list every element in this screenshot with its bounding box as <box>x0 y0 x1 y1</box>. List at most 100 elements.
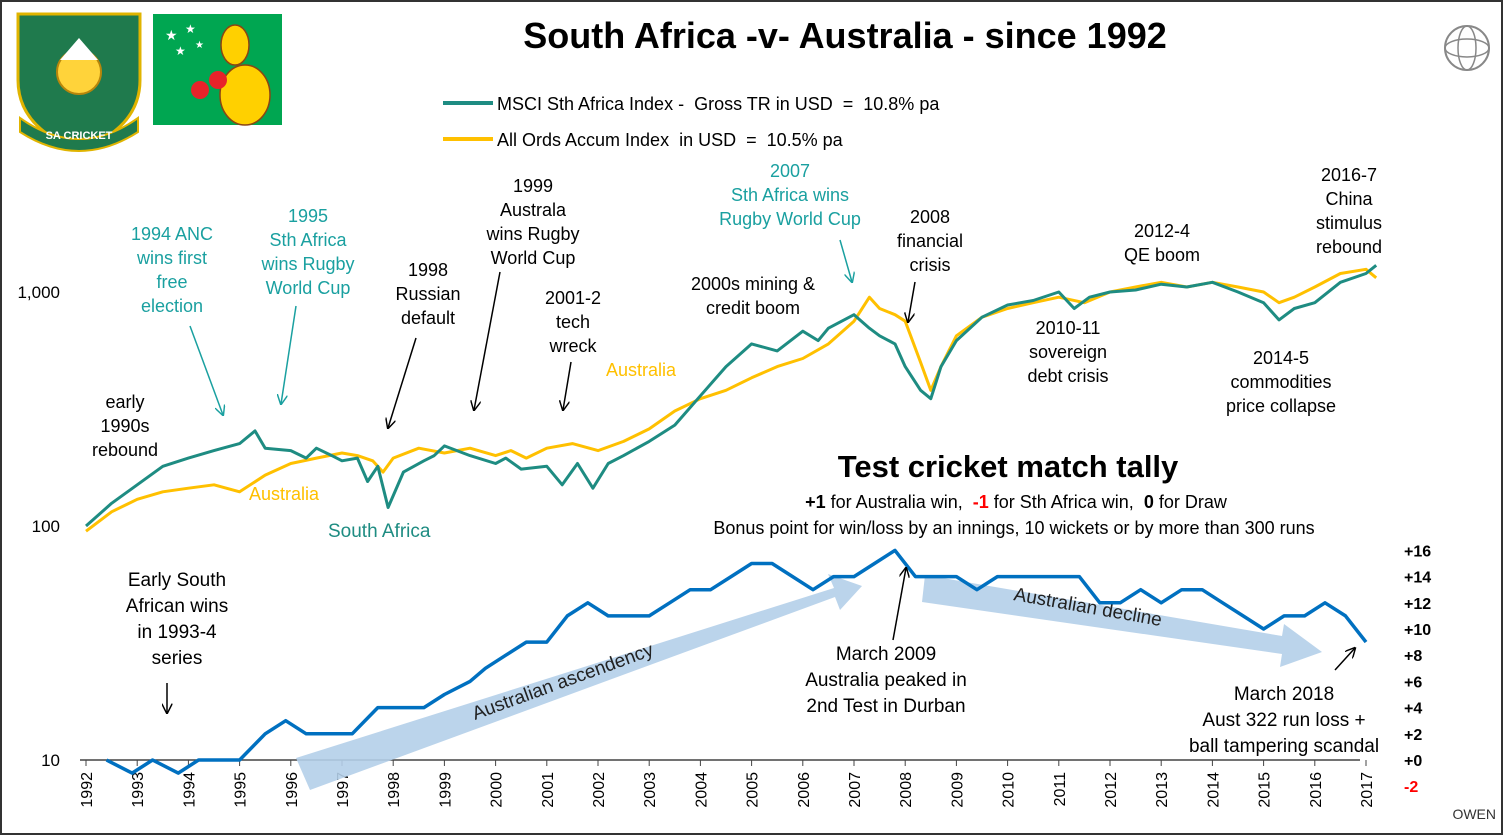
arrow-rugby-1999 <box>474 271 501 410</box>
arrow-rugby-2007 <box>839 239 852 282</box>
arrow-financial-crisis <box>908 281 916 322</box>
svg-text:★: ★ <box>165 27 178 43</box>
annotation-line: 2010-11 <box>1036 318 1101 338</box>
tally-note-line: African wins <box>126 596 228 617</box>
y-tick-label-right: +2 <box>1404 727 1422 744</box>
annotation-line: World Cup <box>491 248 576 268</box>
svg-text:★: ★ <box>175 44 186 58</box>
tally-rule-minus: -1 <box>973 492 989 512</box>
x-tick-label: 2016 <box>1308 772 1325 808</box>
arrow-anc <box>189 325 223 415</box>
y-tick-label-left: 10 <box>41 751 60 770</box>
annotation: 1999 Australa wins Rugby World Cup <box>485 176 579 268</box>
annotation-line: financial <box>897 231 963 251</box>
annotation-line: tech <box>556 312 590 332</box>
tally-note-line: ball tampering scandal <box>1189 736 1379 757</box>
x-tick-label: 1998 <box>386 772 403 808</box>
tally-note-line: Australia peaked in <box>805 670 967 691</box>
arrow-march-2009 <box>892 568 906 641</box>
x-tick-label: 2004 <box>693 772 710 808</box>
svg-text:SA CRICKET: SA CRICKET <box>46 130 113 142</box>
tally-rule-plus: +1 <box>805 492 826 512</box>
annotation: 2014-5 commodities price collapse <box>1226 348 1336 416</box>
x-tick-label: 2012 <box>1103 772 1120 808</box>
annotation-line: Sth Africa wins <box>731 185 849 205</box>
chart-title: South Africa -v- Australia - since 1992 <box>523 15 1167 56</box>
annotation-line: China <box>1325 189 1373 209</box>
legend-label-aus: All Ords Accum Index in USD = 10.5% pa <box>497 130 844 150</box>
annotation: 2007 Sth Africa wins Rugby World Cup <box>719 161 861 229</box>
annotation: 2001-2 tech wreck <box>545 288 601 356</box>
tally-note: Early South African wins in 1993-4 series <box>126 570 228 669</box>
y-axis-left: 10 100 1,000 <box>17 283 60 770</box>
annotation-line: 1990s <box>100 416 149 436</box>
annotation-line: 1995 <box>288 206 328 226</box>
x-axis: 1992 1993 1994 1995 1996 1997 1998 1999 2000 2001… <box>79 760 1376 808</box>
annotation-line: stimulus <box>1316 213 1382 233</box>
tally-rule: +1 for Australia win, -1 for Sth Africa … <box>805 492 1228 512</box>
tally-rule-text-2: for Sth Africa win, <box>989 492 1144 512</box>
y-tick-label-right: +14 <box>1404 570 1431 587</box>
annotation-line: rebound <box>1316 237 1382 257</box>
tally-bonus: Bonus point for win/loss by an innings, … <box>713 518 1314 538</box>
x-tick-label: 2003 <box>642 772 659 808</box>
annotation: early 1990s rebound <box>92 392 158 460</box>
annotation-line: Sth Africa <box>269 230 347 250</box>
tally-note-line: 2nd Test in Durban <box>806 696 965 717</box>
y-axis-right: +16 +14 +12 +10 +8 +6 +4 +2 +0 -2 <box>1404 543 1431 796</box>
tally-note: March 2009 Australia peaked in 2nd Test in… <box>805 644 967 717</box>
y-tick-label-right: +8 <box>1404 648 1422 665</box>
annotation-line: 1999 <box>513 176 553 196</box>
annotation-line: 1998 <box>408 260 448 280</box>
y-tick-label-right: +16 <box>1404 543 1431 560</box>
tally-note-line: March 2018 <box>1234 684 1334 705</box>
annotation-line: 2001-2 <box>545 288 601 308</box>
svg-text:★: ★ <box>195 40 204 51</box>
x-tick-label: 2015 <box>1257 772 1274 808</box>
annotation-arrows <box>167 239 1355 713</box>
x-tick-label: 1993 <box>130 772 147 808</box>
annotation-line: Australa <box>500 200 567 220</box>
annotation-line: price collapse <box>1226 396 1336 416</box>
x-tick-label: 2000 <box>489 772 506 808</box>
annotation: 2008 financial crisis <box>897 207 963 275</box>
y-tick-label-right: +0 <box>1404 753 1422 770</box>
annotation: 2000s mining & credit boom <box>691 274 815 318</box>
y-tick-label-right: +10 <box>1404 622 1431 639</box>
annotation-layer: early 1990s rebound 1994 ANC wins first free e… <box>92 161 1382 757</box>
decline-arrow <box>922 575 1322 667</box>
x-tick-label: 2006 <box>796 772 813 808</box>
label-australia-top: Australia <box>606 360 677 380</box>
sa-cricket-logo: SA CRICKET <box>16 12 142 152</box>
annotation-line: debt crisis <box>1027 366 1108 386</box>
tally-rule-zero: 0 <box>1144 492 1154 512</box>
annotation: 1994 ANC wins first free election <box>131 224 213 316</box>
annotation-line: election <box>141 296 203 316</box>
arrow-rugby-1995 <box>281 305 297 404</box>
tally-title: Test cricket match tally <box>838 449 1179 484</box>
tally-rule-text-3: for Draw <box>1154 492 1228 512</box>
x-tick-label: 2017 <box>1359 772 1376 808</box>
series-line-msci-sa <box>85 264 1378 528</box>
x-tick-label: 2007 <box>847 772 864 808</box>
annotation-line: QE boom <box>1124 245 1200 265</box>
annotation-line: commodities <box>1230 372 1331 392</box>
annotation-line: 2012-4 <box>1134 221 1190 241</box>
tally-rule-text-1: for Australia win, <box>826 492 973 512</box>
x-tick-label: 1994 <box>181 772 198 808</box>
arrow-march-2018 <box>1334 648 1355 671</box>
annotation-line: World Cup <box>266 278 351 298</box>
x-tick-label: 2009 <box>949 772 966 808</box>
label-australia-bottom: Australia <box>249 484 320 504</box>
annotation: 2010-11 sovereign debt crisis <box>1027 318 1108 386</box>
annotation: 2012-4 QE boom <box>1124 221 1200 265</box>
annotation-line: Rugby World Cup <box>719 209 861 229</box>
x-tick-label: 1992 <box>79 772 96 808</box>
annotation-line: wins Rugby <box>485 224 579 244</box>
annotation-line: free <box>156 272 187 292</box>
annotation-line: rebound <box>92 440 158 460</box>
tally-note-line: Aust 322 run loss + <box>1202 710 1365 731</box>
